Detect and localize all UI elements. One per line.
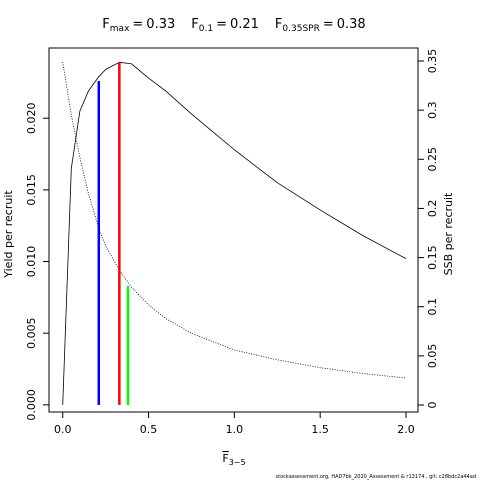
y-tick-label: 0.010 (25, 246, 38, 278)
title-subscript: 0.1 (199, 24, 213, 34)
title-subscript: 0.35SPR (282, 24, 319, 34)
y2-tick-label: 0.15 (426, 245, 439, 270)
y2-tick-label: 0.1 (426, 298, 439, 316)
x-label-symbol: F (222, 452, 228, 465)
title-value: 0.21 (230, 17, 259, 32)
series-line (62, 61, 407, 405)
y-axis-label: Yield per recruit (2, 190, 15, 279)
y2-tick-label: 0.25 (426, 147, 439, 172)
title-value: 0.33 (146, 17, 175, 32)
y2-tick-label: 0.05 (426, 344, 439, 369)
y-tick-label: 0.020 (25, 102, 38, 134)
x-tick-label: 0.5 (140, 423, 158, 436)
x-label-subscript: 3−5 (229, 458, 246, 467)
y-tick-label: 0.015 (25, 174, 38, 206)
y2-tick-label: 0 (426, 402, 439, 409)
title-symbol: F (102, 17, 109, 32)
y-tick-label: 0.000 (25, 389, 38, 421)
title-subscript: max (110, 24, 130, 34)
title-value: 0.38 (337, 17, 366, 32)
footnote: stockassessment.org, HAD7bk_2020_Assessm… (276, 474, 476, 480)
title-symbol: F (191, 17, 198, 32)
title-eq: = (216, 17, 227, 32)
plot-frame (48, 47, 419, 413)
title-symbol: F (275, 17, 282, 32)
y2-tick-label: 0.2 (426, 200, 439, 218)
x-tick-label: 1.5 (311, 423, 329, 436)
y2-tick-label: 0.35 (426, 49, 439, 74)
series-line (62, 61, 407, 379)
x-tick-label: 1.0 (226, 423, 244, 436)
title-eq: = (132, 17, 143, 32)
y-tick-label: 0.005 (25, 317, 38, 349)
y2-axis-label: SSB per recruit (442, 192, 455, 275)
chart-title: Fmax = 0.33 F0.1 = 0.21 F0.35SPR = 0.38 (102, 17, 365, 34)
x-tick-label: 0.0 (54, 423, 72, 436)
title-eq: = (323, 17, 334, 32)
y2-tick-label: 0.3 (426, 101, 439, 119)
x-axis-label: F3−5 (222, 452, 245, 467)
x-tick-label: 2.0 (397, 423, 415, 436)
